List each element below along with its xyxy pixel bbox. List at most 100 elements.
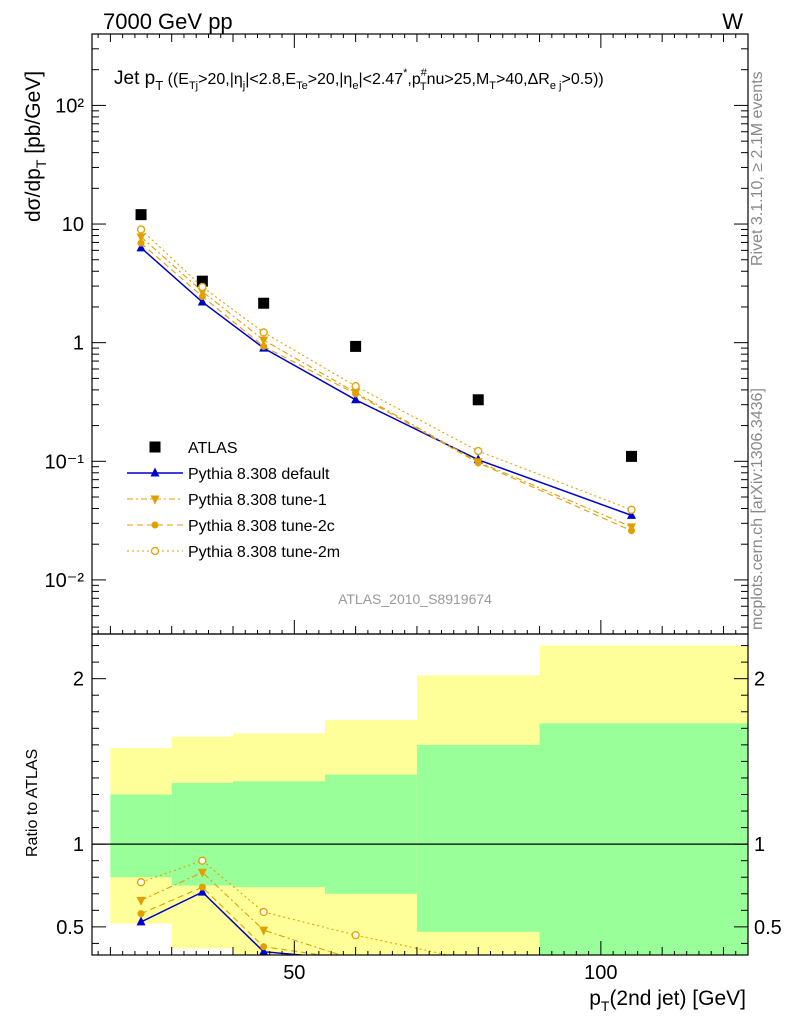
svg-text:dσ/dpT [pb/GeV]: dσ/dpT [pb/GeV]: [22, 71, 49, 222]
plot-title: Jet pT ((ETj>20,|ηj|<2.8,ETe>20,|ηe|<2.4…: [114, 67, 604, 93]
data-point: [351, 381, 360, 391]
y-tick-label: 10⁻¹: [45, 451, 85, 473]
x-axis-label: pT(2nd jet) [GeV]: [589, 987, 746, 1014]
main-series: [135, 209, 638, 535]
x-tick-label: 50: [283, 962, 305, 984]
ratio-point: [137, 910, 145, 918]
ratio-line: [140, 891, 309, 955]
mcplots-label: mcplots.cern.ch [arXiv:1306.3436]: [749, 388, 766, 630]
ratio-point: [260, 943, 268, 951]
inner-band-bin: [233, 781, 325, 888]
series-line: [140, 229, 632, 511]
ratio-point: [474, 956, 483, 965]
legend-marker: [150, 495, 160, 505]
ratio-tick-label-right: 1: [754, 834, 765, 856]
data-point: [196, 275, 208, 287]
inner-band-bin: [171, 782, 234, 886]
legend-marker: [149, 441, 161, 453]
ratio-point: [136, 896, 146, 906]
data-point: [350, 340, 362, 352]
data-point: [259, 328, 268, 337]
y-tick-label: 1: [73, 333, 84, 355]
ratio-point: [259, 907, 268, 917]
data-point: [627, 505, 636, 514]
ratio-point: [197, 886, 207, 896]
ratio-point: [475, 958, 482, 965]
data-point: [135, 209, 147, 221]
ratio-point: [628, 958, 635, 965]
legend-label: Pythia 8.308 tune-2c: [188, 518, 335, 535]
series-line: [140, 236, 632, 528]
analysis-watermark: ATLAS_2010_S8919674: [338, 591, 492, 607]
legend-label: Pythia 8.308 tune-1: [188, 492, 327, 509]
ratio-point: [351, 956, 360, 965]
ratio-point: [627, 956, 636, 965]
data-point: [626, 450, 638, 462]
ratio-series: [136, 856, 636, 967]
ratio-tick-label-right: 0.5: [754, 917, 782, 939]
data-point: [198, 282, 207, 292]
ratio-point: [351, 930, 360, 940]
ratio-line: [140, 886, 326, 955]
ratio-line: [140, 871, 343, 955]
ratio-point: [352, 956, 359, 963]
ratio-point: [474, 958, 483, 967]
ratio-point: [136, 878, 146, 887]
process-label: W: [722, 9, 743, 34]
inner-band-bin: [416, 744, 540, 932]
data-point: [137, 239, 145, 247]
data-point: [474, 446, 483, 456]
ratio-point: [198, 883, 206, 891]
ratio-y-axis-label: Ratio to ATLAS: [24, 749, 41, 857]
data-point: [352, 390, 360, 398]
data-point: [627, 509, 637, 519]
ratio-point: [259, 946, 269, 955]
legend: ATLAS Pythia 8.308 default Pythia 8.308 tu…: [127, 440, 340, 561]
legend-label: Pythia 8.308 tune-2m: [188, 544, 340, 561]
data-point: [198, 293, 206, 301]
legend-label: Pythia 8.308 default: [188, 466, 330, 483]
ratio-point: [355, 954, 356, 955]
energy-label: 7000 GeV pp: [103, 9, 233, 34]
data-point: [260, 342, 268, 350]
y-tick-label: 10: [62, 214, 84, 236]
data-point: [628, 527, 636, 535]
data-point: [197, 296, 207, 306]
data-point: [351, 394, 361, 404]
ratio-point: [628, 958, 635, 965]
data-point: [136, 242, 146, 252]
y-axis-label: dσ/dpT [pb/GeV]: [22, 71, 49, 222]
y-tick-label: 10²: [55, 95, 84, 117]
ratio-point: [198, 856, 207, 865]
svg-text:Jet pT ((ETj>20,|ηj|<2.8,ETe>2: Jet pT ((ETj>20,|ηj|<2.8,ETe>20,|ηe|<2.4…: [114, 67, 604, 93]
data-point: [136, 225, 146, 234]
rivet-label: Rivet 3.1.10, ≥ 2.1M events: [749, 71, 766, 266]
ratio-tick-label: 0.5: [56, 917, 84, 939]
ratio-tick-label: 1: [73, 834, 84, 856]
data-point: [136, 233, 146, 243]
inner-band-bin: [110, 794, 172, 878]
ratio-uncertainty-bands: [92, 645, 748, 955]
legend-label: ATLAS: [188, 440, 238, 457]
data-point: [472, 394, 484, 406]
ratio-tick-label-right: 2: [754, 669, 765, 691]
data-point: [258, 297, 270, 309]
ratio-point: [197, 868, 207, 878]
y-tick-label: 10⁻²: [45, 570, 85, 592]
ratio-point: [627, 958, 636, 967]
legend-marker: [150, 467, 160, 477]
ratio-tick-label: 2: [73, 669, 84, 691]
inner-band-bin: [324, 774, 417, 894]
ratio-point: [136, 916, 146, 926]
ratio-point: [259, 926, 269, 936]
x-tick-label: 100: [584, 962, 617, 984]
series-line: [140, 242, 632, 532]
inner-band-bin: [539, 723, 748, 955]
data-point: [474, 459, 482, 467]
data-point: [259, 336, 269, 346]
series-line: [140, 247, 632, 517]
axes: 50 100 10⁻² 10⁻¹ 1 10 10² 0.5 0.5 1 1 2 2: [45, 33, 782, 984]
legend-marker: [150, 546, 160, 556]
legend-marker: [151, 521, 159, 529]
